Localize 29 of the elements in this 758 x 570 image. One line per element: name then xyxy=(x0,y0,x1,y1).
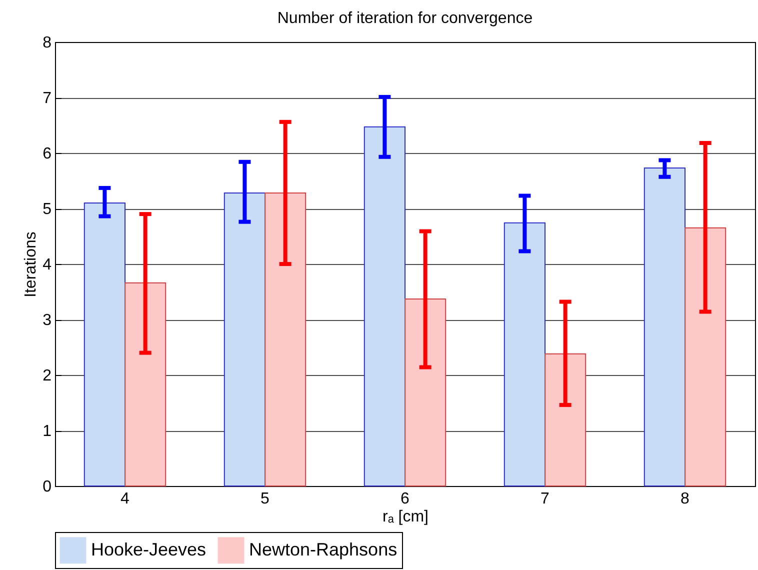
y-axis-title: Iterations xyxy=(22,232,40,298)
bar xyxy=(264,192,306,486)
bar xyxy=(364,126,406,486)
x-tick-label: 4 xyxy=(120,490,130,508)
bar xyxy=(404,298,446,486)
y-tick-label: 8 xyxy=(42,34,52,52)
y-tick-label: 4 xyxy=(42,256,52,274)
bar xyxy=(84,202,126,486)
bar xyxy=(544,353,586,486)
x-tick-label: 8 xyxy=(680,490,690,508)
y-tick-label: 1 xyxy=(42,423,52,440)
bar xyxy=(644,167,686,486)
x-tick-label: 5 xyxy=(260,490,270,508)
y-tick-label: 7 xyxy=(42,90,52,107)
legend-label: Newton-Raphsons xyxy=(249,539,398,560)
y-tick-label: 0 xyxy=(42,478,52,496)
x-tick-label: 7 xyxy=(540,490,550,508)
y-tick-label: 3 xyxy=(42,312,52,329)
x-tick-label: 6 xyxy=(400,490,410,508)
y-tick-label: 2 xyxy=(42,368,52,384)
bar xyxy=(124,282,166,486)
bar xyxy=(504,222,546,486)
x-axis-title: rₐ [cm] xyxy=(382,508,428,526)
legend-label: Hooke-Jeeves xyxy=(91,539,206,560)
y-tick-label: 5 xyxy=(42,201,52,218)
bar xyxy=(684,227,726,486)
chart-title: Number of iteration for convergence xyxy=(277,10,533,27)
y-tick-label: 6 xyxy=(42,146,52,162)
bar xyxy=(224,192,266,486)
